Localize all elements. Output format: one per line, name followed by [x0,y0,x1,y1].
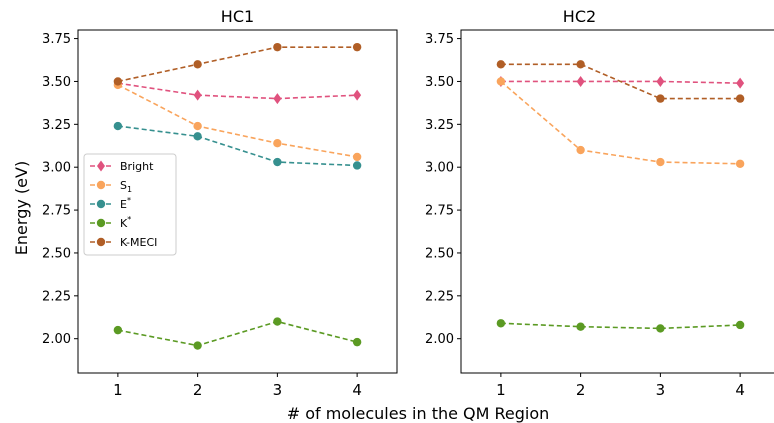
y-tick-label: 2.00 [425,332,454,347]
y-tick-label: 2.25 [425,289,454,304]
data-point-kstar [193,341,202,350]
data-point-kstar [352,337,362,347]
legend-box [83,153,177,256]
series-kmeci [496,60,745,103]
series-line-kstar [500,322,741,330]
series-line-kstar [117,320,358,347]
data-point-s1 [193,121,202,131]
x-tick-label: 1 [113,381,123,399]
y-tick-label: 3.75 [425,32,454,47]
legend-marker-kmeci [96,237,106,247]
panel-hc2: HC2 2.00 2.25 2.50 2.75 3.00 3.25 3.50 3.75 1 2 3 4 [425,7,774,399]
data-point-kmeci [656,94,665,103]
y-tick-label: 2.75 [42,204,71,219]
legend-label-s1: S1 [120,179,132,194]
series-bright [113,77,362,105]
legend-marker-estar [96,199,106,209]
y-tick-label: 2.75 [425,204,454,219]
y-tick-label: 3.25 [425,118,454,133]
data-point-kmeci [273,42,282,52]
plot-frame [77,29,398,374]
legend-label-kmeci: K-MECI [120,236,157,249]
data-point-kstar [735,320,745,330]
data-point-estar [113,121,123,131]
legend-marker-bright [97,160,105,172]
series-line-kmeci [500,63,741,100]
y-tick-label: 3.50 [425,75,454,90]
legend-marker-s1 [96,180,106,190]
data-point-bright [273,93,282,105]
data-point-kstar [496,319,506,328]
data-point-estar [352,161,362,170]
x-axis-label: # of molecules in the QM Region [287,404,550,423]
x-tick-label: 4 [352,381,362,399]
data-point-kmeci [576,60,585,69]
y-tick-label: 3.75 [42,32,71,47]
legend-label-bright: Bright [120,160,154,173]
data-point-s1 [496,77,506,86]
series-s1 [496,77,745,168]
data-point-s1 [352,152,362,162]
y-tick-label: 2.50 [425,246,454,261]
data-point-kmeci [735,94,745,103]
series-line-bright [117,82,358,100]
x-tick-label: 4 [735,381,745,399]
data-point-s1 [576,145,585,155]
series-estar [113,121,362,170]
y-tick-label: 3.25 [42,118,71,133]
data-point-s1 [656,157,665,167]
y-tick-label: 2.00 [42,332,71,347]
data-point-kstar [576,322,585,331]
data-point-s1 [273,138,282,148]
x-tick-label: 3 [273,381,283,399]
data-point-s1 [735,159,745,168]
y-tick-label: 3.00 [42,161,71,176]
x-tick-label: 2 [576,381,586,399]
data-point-kmeci [113,77,123,86]
series-line-estar [117,125,358,167]
panel-title: HC2 [563,7,596,26]
data-point-bright [656,75,665,87]
x-tick-label: 3 [656,381,666,399]
x-tick-label: 2 [193,381,203,399]
panel-title: HC1 [221,7,254,26]
data-point-kstar [656,324,665,333]
y-tick-label: 2.50 [42,246,71,261]
data-point-bright [736,77,745,89]
data-point-estar [193,132,202,141]
legend-marker-kstar [96,218,106,228]
y-axis-label: Energy (eV) [12,161,31,255]
y-tick-label: 3.00 [425,161,454,176]
series-line-s1 [500,80,741,165]
series-line-s1 [117,84,358,158]
data-point-bright [193,89,202,101]
series-kstar [496,319,745,333]
y-tick-label: 2.25 [42,289,71,304]
y-tick-label: 3.50 [42,75,71,90]
series-kmeci [113,42,362,86]
x-tick-label: 1 [496,381,506,399]
data-point-kmeci [193,60,202,69]
legend-label-kstar: K* [120,215,131,230]
series-kstar [113,317,362,350]
data-point-estar [273,157,282,167]
plot-frame [460,29,774,374]
legend-label-estar: E* [120,196,131,211]
series-line-kmeci [117,46,358,83]
data-point-bright [353,89,362,101]
data-point-kstar [113,325,123,335]
data-point-bright [576,75,585,87]
legend: Bright S1 E* K* K-MECI [83,153,177,256]
data-point-kmeci [496,60,506,69]
panel-hc1: HC1 2.00 2.25 2.50 2.75 3.00 3.25 3.50 3.75 1 2 3 4 B… [42,7,398,399]
data-point-kmeci [352,42,362,52]
data-point-kstar [273,317,282,326]
